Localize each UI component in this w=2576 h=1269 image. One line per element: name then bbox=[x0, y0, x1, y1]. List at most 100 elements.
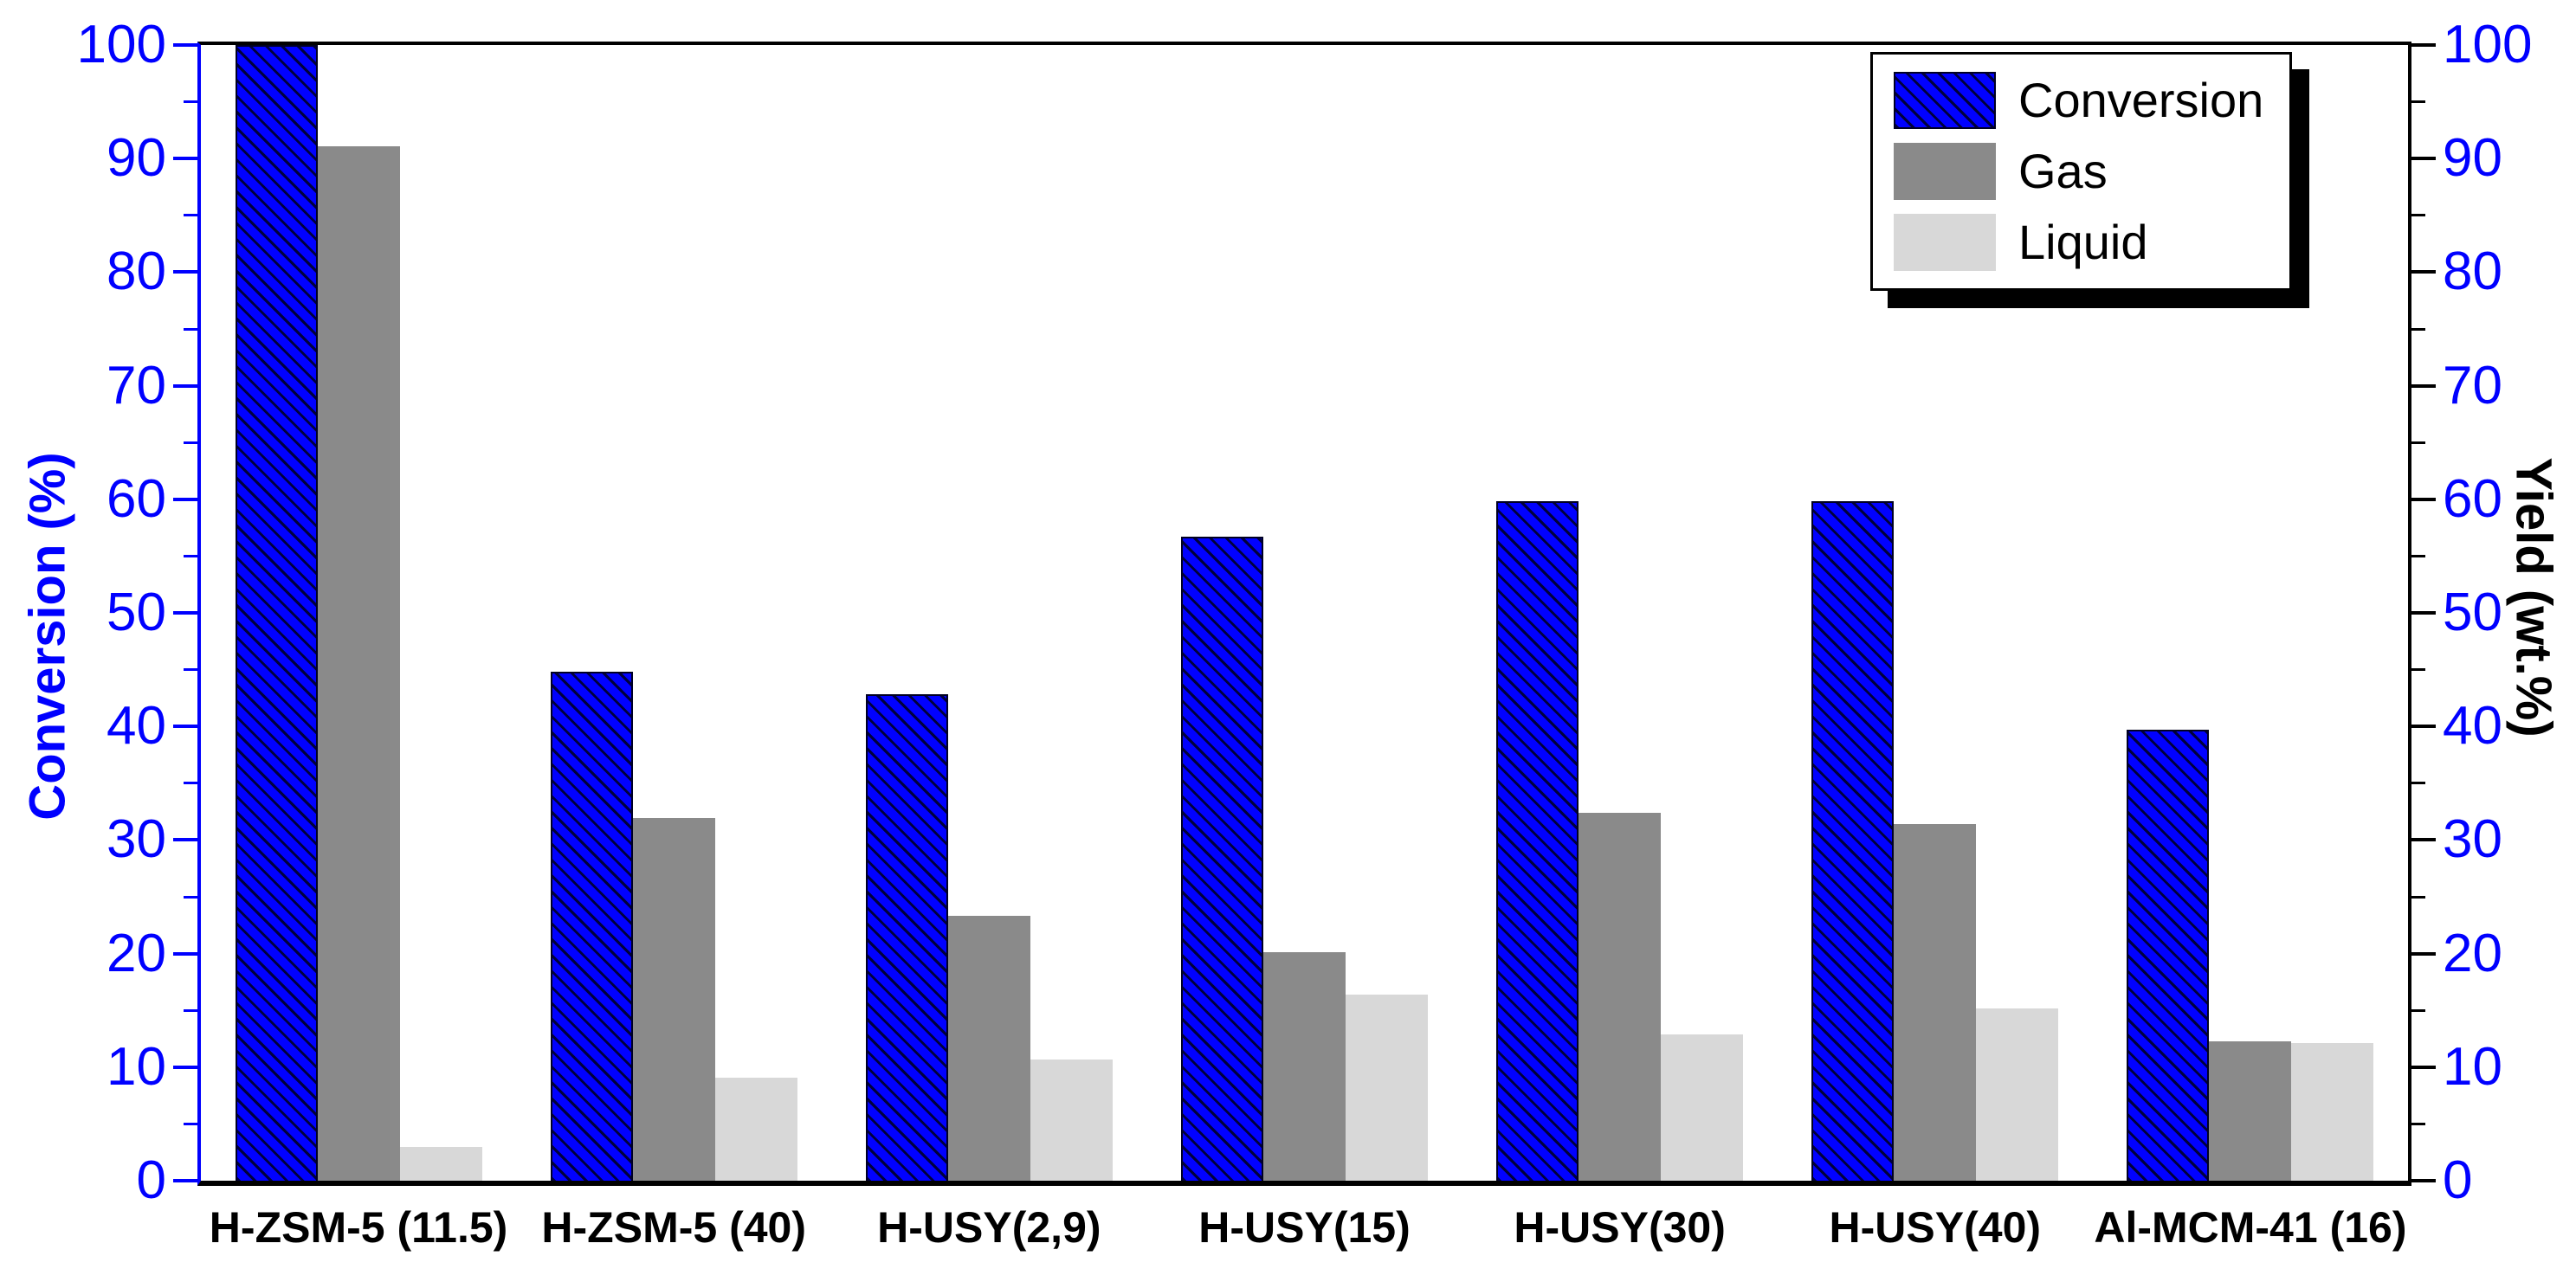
legend-label-gas: Gas bbox=[2018, 144, 2108, 198]
legend-item-gas: Gas bbox=[1894, 143, 2263, 200]
right-axis-tick-label: 40 bbox=[2443, 696, 2502, 757]
right-axis-tick-label: 50 bbox=[2443, 583, 2502, 642]
bar-liquid-H-USY(40) bbox=[1976, 1008, 2059, 1181]
left-axis-minor-tick bbox=[184, 554, 197, 557]
left-axis-minor-tick bbox=[184, 100, 197, 104]
right-axis-major-tick bbox=[2411, 1179, 2436, 1182]
legend-label-liquid: Liquid bbox=[2018, 215, 2148, 269]
legend-item-conversion: Conversion bbox=[1894, 72, 2263, 129]
bar-gas-H-USY(2,9) bbox=[947, 916, 1030, 1181]
right-axis-major-tick bbox=[2411, 270, 2436, 274]
bar-gas-Al-MCM-41 (16) bbox=[2209, 1040, 2292, 1181]
legend-swatch-gas-icon bbox=[1894, 143, 1996, 200]
right-axis-minor-tick bbox=[2411, 100, 2425, 104]
right-axis-minor-tick bbox=[2411, 1122, 2425, 1125]
x-axis-category-label: Al-MCM-41 (16) bbox=[2094, 1203, 2407, 1252]
bar-conversion-Al-MCM-41 (16) bbox=[2127, 730, 2210, 1181]
left-axis-tick-label: 70 bbox=[107, 355, 166, 415]
legend-item-liquid: Liquid bbox=[1894, 214, 2263, 271]
left-axis-minor-tick bbox=[184, 782, 197, 785]
bar-gas-H-USY(40) bbox=[1894, 824, 1977, 1181]
bar-gas-H-ZSM-5 (40) bbox=[632, 818, 715, 1181]
legend-swatch-liquid-icon bbox=[1894, 214, 1996, 271]
bar-liquid-H-USY(30) bbox=[1661, 1034, 1744, 1181]
left-axis-minor-tick bbox=[184, 441, 197, 444]
bar-conversion-H-USY(30) bbox=[1496, 501, 1579, 1181]
bar-liquid-H-ZSM-5 (11.5) bbox=[399, 1146, 482, 1181]
left-axis-minor-tick bbox=[184, 668, 197, 672]
left-axis-tick-label: 80 bbox=[107, 242, 166, 302]
left-axis-major-tick bbox=[173, 1179, 197, 1182]
left-axis-major-tick bbox=[173, 725, 197, 729]
left-axis-major-tick bbox=[173, 497, 197, 501]
right-axis-major-tick bbox=[2411, 725, 2436, 729]
x-axis-category-label: H-USY(30) bbox=[1514, 1203, 1726, 1252]
right-axis-tick-label: 20 bbox=[2443, 923, 2502, 983]
right-axis-tick-label: 0 bbox=[2443, 1150, 2473, 1210]
x-axis-category-label: H-ZSM-5 (11.5) bbox=[209, 1203, 508, 1252]
left-axis-major-tick bbox=[173, 838, 197, 842]
right-axis-minor-tick bbox=[2411, 441, 2425, 444]
bar-liquid-H-USY(15) bbox=[1346, 994, 1428, 1181]
right-axis-tick-label: 10 bbox=[2443, 1036, 2502, 1097]
left-axis-minor-tick bbox=[184, 214, 197, 217]
x-axis-category-label: H-USY(2,9) bbox=[877, 1203, 1101, 1252]
bar-gas-H-USY(15) bbox=[1263, 952, 1346, 1181]
plot-area bbox=[197, 42, 2411, 1186]
legend-label-conversion: Conversion bbox=[2018, 73, 2264, 127]
left-axis-tick-label: 100 bbox=[76, 15, 166, 74]
right-axis-minor-tick bbox=[2411, 895, 2425, 899]
right-axis-tick-label: 30 bbox=[2443, 809, 2502, 870]
left-axis-major-tick bbox=[173, 383, 197, 388]
legend: Conversion Gas Liquid bbox=[1870, 52, 2293, 291]
bar-gas-H-ZSM-5 (11.5) bbox=[317, 145, 400, 1181]
right-axis-minor-tick bbox=[2411, 214, 2425, 217]
right-axis-minor-tick bbox=[2411, 327, 2425, 331]
left-axis-major-tick bbox=[173, 951, 197, 956]
right-axis-minor-tick bbox=[2411, 1008, 2425, 1012]
left-axis-minor-tick bbox=[184, 895, 197, 899]
bar-conversion-H-ZSM-5 (40) bbox=[550, 672, 633, 1181]
left-axis-major-tick bbox=[173, 1065, 197, 1069]
right-axis-major-tick bbox=[2411, 1065, 2436, 1069]
bar-conversion-H-ZSM-5 (11.5) bbox=[235, 45, 318, 1181]
left-axis-tick-label: 40 bbox=[107, 696, 166, 757]
right-axis-major-tick bbox=[2411, 497, 2436, 501]
right-axis-major-tick bbox=[2411, 611, 2436, 615]
right-axis-tick-label: 90 bbox=[2443, 128, 2502, 189]
bar-conversion-H-USY(40) bbox=[1811, 501, 1895, 1181]
left-axis-major-tick bbox=[173, 157, 197, 161]
left-axis-tick-label: 90 bbox=[107, 128, 166, 189]
bar-conversion-H-USY(2,9) bbox=[865, 694, 948, 1181]
bar-liquid-H-ZSM-5 (40) bbox=[714, 1077, 797, 1181]
right-axis-minor-tick bbox=[2411, 782, 2425, 785]
left-axis-tick-label: 30 bbox=[107, 809, 166, 870]
left-axis-minor-tick bbox=[184, 1122, 197, 1125]
bar-conversion-H-USY(15) bbox=[1181, 537, 1263, 1181]
left-axis-tick-label: 50 bbox=[107, 583, 166, 642]
right-axis-major-tick bbox=[2411, 951, 2436, 956]
right-axis-major-tick bbox=[2411, 383, 2436, 388]
right-axis-tick-label: 70 bbox=[2443, 355, 2502, 415]
x-axis-category-label: H-USY(15) bbox=[1198, 1203, 1411, 1252]
bar-gas-H-USY(30) bbox=[1579, 812, 1662, 1181]
right-axis-minor-tick bbox=[2411, 668, 2425, 672]
bar-liquid-Al-MCM-41 (16) bbox=[2291, 1043, 2374, 1181]
x-axis-category-label: H-ZSM-5 (40) bbox=[541, 1203, 806, 1252]
left-axis-minor-tick bbox=[184, 1008, 197, 1012]
left-axis-major-tick bbox=[173, 611, 197, 615]
right-axis-major-tick bbox=[2411, 43, 2436, 47]
right-axis-minor-tick bbox=[2411, 554, 2425, 557]
x-axis-category-label: H-USY(40) bbox=[1829, 1203, 2042, 1252]
right-axis-tick-label: 100 bbox=[2443, 15, 2533, 74]
left-axis-tick-label: 10 bbox=[107, 1036, 166, 1097]
left-axis-tick-label: 20 bbox=[107, 923, 166, 983]
bar-liquid-H-USY(2,9) bbox=[1030, 1059, 1113, 1181]
right-axis-major-tick bbox=[2411, 838, 2436, 842]
left-axis-tick-label: 60 bbox=[107, 468, 166, 529]
left-axis-tick-label: 0 bbox=[136, 1150, 166, 1210]
left-axis-major-tick bbox=[173, 43, 197, 47]
right-axis-tick-label: 80 bbox=[2443, 242, 2502, 302]
left-axis-minor-tick bbox=[184, 327, 197, 331]
